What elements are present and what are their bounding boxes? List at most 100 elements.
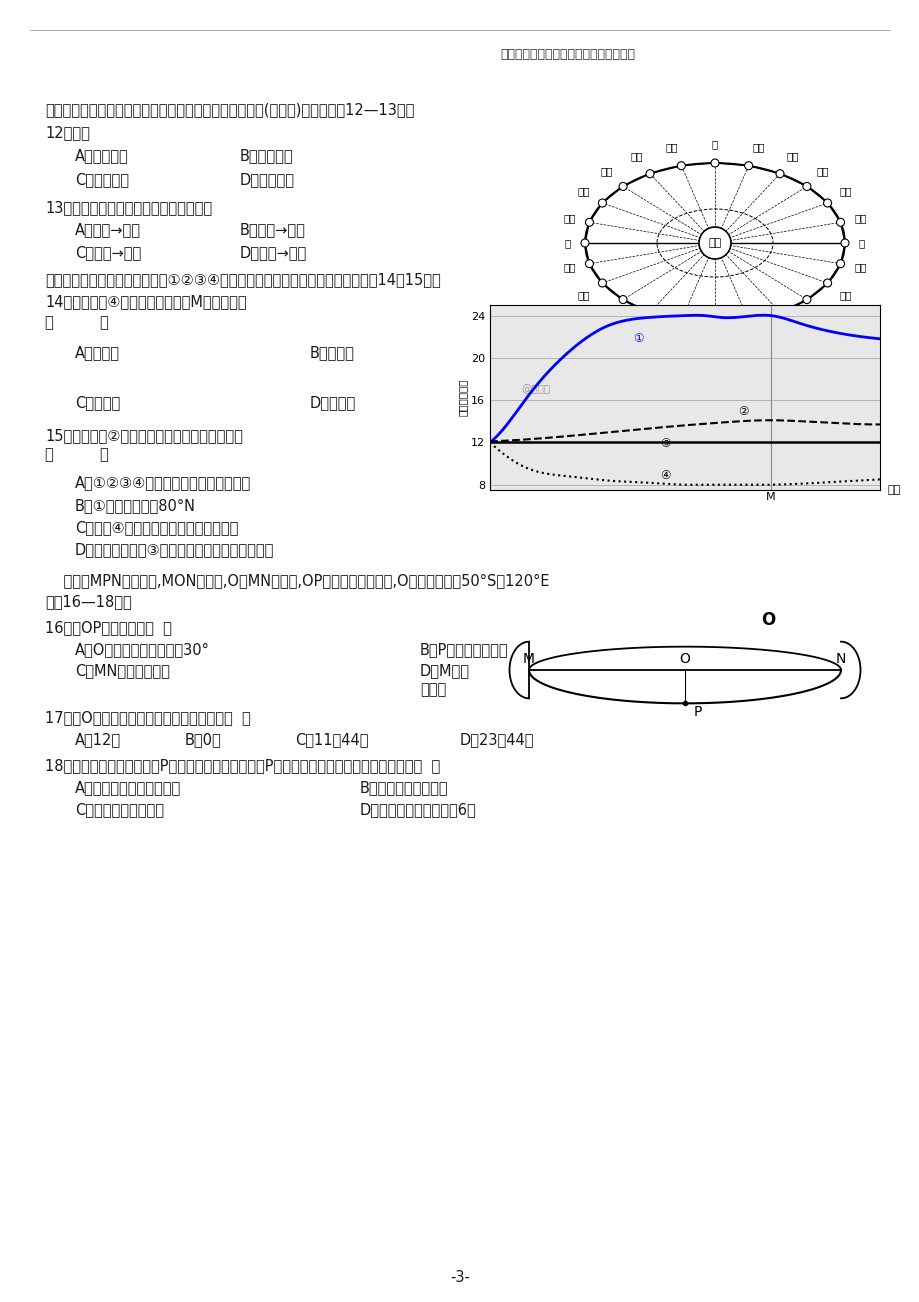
Text: B．①地点可能位于80°N: B．①地点可能位于80°N bbox=[75, 497, 196, 513]
Text: O: O bbox=[761, 611, 775, 629]
Text: 处暑: 处暑 bbox=[630, 324, 642, 335]
Text: 惊蛰: 惊蛰 bbox=[752, 142, 764, 152]
Text: 雨水: 雨水 bbox=[786, 151, 799, 161]
Text: A、寒潮、暴雪正肆虐我国: A、寒潮、暴雪正肆虐我国 bbox=[75, 780, 181, 796]
Circle shape bbox=[581, 240, 588, 247]
Circle shape bbox=[835, 219, 844, 227]
Circle shape bbox=[775, 309, 783, 316]
Circle shape bbox=[645, 309, 653, 316]
Text: B、0时: B、0时 bbox=[185, 732, 221, 747]
Text: C．丙为冬至: C．丙为冬至 bbox=[75, 172, 129, 187]
Text: A、12时: A、12时 bbox=[75, 732, 121, 747]
Text: 大雪: 大雪 bbox=[853, 262, 866, 272]
Text: D．小寒→立春: D．小寒→立春 bbox=[240, 245, 307, 260]
Text: D、23时44分: D、23时44分 bbox=[460, 732, 534, 747]
Text: 立春: 立春 bbox=[816, 167, 828, 177]
Text: -3-: -3- bbox=[449, 1269, 470, 1285]
Text: 芒种: 芒种 bbox=[562, 214, 575, 224]
Text: 13．太阳直射点在南半球且向北移动的是: 13．太阳直射点在南半球且向北移动的是 bbox=[45, 201, 212, 215]
Text: C．秋分日: C．秋分日 bbox=[75, 395, 120, 410]
Circle shape bbox=[710, 319, 719, 327]
Text: 14．假如地点④位于北半球，图中M点代表的是: 14．假如地点④位于北半球，图中M点代表的是 bbox=[45, 294, 246, 309]
Circle shape bbox=[840, 240, 848, 247]
Text: 清明: 清明 bbox=[664, 142, 677, 152]
Text: D．丁为秋分: D．丁为秋分 bbox=[240, 172, 295, 187]
Circle shape bbox=[743, 161, 752, 169]
Circle shape bbox=[645, 169, 653, 177]
Text: 白露: 白露 bbox=[664, 333, 677, 344]
Text: 丁: 丁 bbox=[711, 139, 718, 148]
Text: M: M bbox=[522, 652, 535, 667]
Circle shape bbox=[743, 316, 752, 324]
Circle shape bbox=[676, 161, 685, 169]
Text: 立夏: 立夏 bbox=[600, 167, 612, 177]
Text: @正确云: @正确云 bbox=[521, 384, 550, 393]
Text: 立秋: 立秋 bbox=[600, 310, 612, 319]
Text: 乙: 乙 bbox=[711, 337, 718, 348]
Text: M: M bbox=[766, 492, 775, 503]
Text: C．地点④在一年之中，有极昼极夜现象: C．地点④在一年之中，有极昼极夜现象 bbox=[75, 519, 238, 535]
Text: A、O点正午太阳高度角为30°: A、O点正午太阳高度角为30° bbox=[75, 642, 210, 658]
Circle shape bbox=[710, 159, 719, 167]
Text: O: O bbox=[679, 652, 689, 667]
Circle shape bbox=[597, 279, 606, 286]
Text: B、北极黄河站为极昼: B、北极黄河站为极昼 bbox=[359, 780, 448, 796]
Text: 小满: 小满 bbox=[577, 186, 590, 197]
Text: 18、随着太阳直射点的移动P的位置也在不断变化。当P点离极点最远时下列说法不可能的是（  ）: 18、随着太阳直射点的移动P的位置也在不断变化。当P点离极点最远时下列说法不可能… bbox=[45, 758, 440, 773]
Text: B、P点此时处于极昼: B、P点此时处于极昼 bbox=[420, 642, 508, 658]
Text: 寒露: 寒露 bbox=[752, 333, 764, 344]
Circle shape bbox=[823, 279, 831, 286]
Text: B．雨水→清明: B．雨水→清明 bbox=[240, 223, 305, 237]
Text: 下图表示一年中某段时间，全球①②③④四个不同地点昼长的变化规律，读图回答14～15题。: 下图表示一年中某段时间，全球①②③④四个不同地点昼长的变化规律，读图回答14～1… bbox=[45, 272, 440, 286]
Circle shape bbox=[835, 259, 844, 268]
Text: 甲: 甲 bbox=[564, 238, 571, 247]
Circle shape bbox=[597, 199, 606, 207]
Text: B．夏至日: B．夏至日 bbox=[310, 345, 355, 359]
Text: 好日出: 好日出 bbox=[420, 682, 446, 697]
Text: D．图示期间地点③的正午太阳高度先减少后增大: D．图示期间地点③的正午太阳高度先减少后增大 bbox=[75, 542, 274, 557]
Text: 日期: 日期 bbox=[887, 486, 900, 495]
Text: D．冬至日: D．冬至日 bbox=[310, 395, 356, 410]
Text: ①: ① bbox=[632, 332, 642, 345]
Circle shape bbox=[618, 296, 627, 303]
Text: 15．假如地点②位于北半球，以下说法正确的是: 15．假如地点②位于北半球，以下说法正确的是 bbox=[45, 428, 243, 443]
Text: A．春分日: A．春分日 bbox=[75, 345, 119, 359]
Text: 太阳: 太阳 bbox=[708, 238, 720, 247]
Circle shape bbox=[698, 227, 731, 259]
Text: 17、若O点此时夜长昼短则北京的地方时为（  ）: 17、若O点此时夜长昼短则北京的地方时为（ ） bbox=[45, 710, 251, 725]
Text: 12．图中: 12．图中 bbox=[45, 125, 90, 141]
Text: 小雪: 小雪 bbox=[839, 290, 851, 299]
Text: 丙: 丙 bbox=[858, 238, 864, 247]
Text: 立冬: 立冬 bbox=[816, 310, 828, 319]
Text: 下图中MPN为晨昏线,MON为纬线,O为MN的中点,OP位于同一条经线上,O点地理坐标为50°S、120°E: 下图中MPN为晨昏线,MON为纬线,O为MN的中点,OP位于同一条经线上,O点地… bbox=[45, 573, 549, 589]
Text: 小寒: 小寒 bbox=[853, 214, 866, 224]
Text: 大暑: 大暑 bbox=[577, 290, 590, 299]
Circle shape bbox=[676, 316, 685, 324]
Text: 大寒: 大寒 bbox=[839, 186, 851, 197]
Text: N: N bbox=[834, 652, 845, 667]
Text: 江西省上饶中学高二地理下学期期中试题: 江西省上饶中学高二地理下学期期中试题 bbox=[499, 48, 634, 61]
Text: C、巴西高原草木凋零: C、巴西高原草木凋零 bbox=[75, 802, 164, 816]
Text: D、M点正: D、M点正 bbox=[420, 663, 470, 678]
Circle shape bbox=[584, 219, 593, 227]
Text: C．寒露→大雪: C．寒露→大雪 bbox=[75, 245, 142, 260]
Circle shape bbox=[775, 169, 783, 177]
Y-axis label: 昼长（小时）: 昼长（小时） bbox=[458, 379, 468, 417]
Circle shape bbox=[618, 182, 627, 190]
Text: D、新德里日出为地方时6时: D、新德里日出为地方时6时 bbox=[359, 802, 476, 816]
Text: ④: ④ bbox=[660, 470, 670, 483]
Text: （          ）: （ ） bbox=[45, 315, 108, 329]
Text: （          ）: （ ） bbox=[45, 447, 108, 462]
Text: 谷雨: 谷雨 bbox=[630, 151, 642, 161]
Text: A．小暑→立秋: A．小暑→立秋 bbox=[75, 223, 141, 237]
Text: P: P bbox=[693, 704, 701, 719]
Circle shape bbox=[823, 199, 831, 207]
Text: 小暑: 小暑 bbox=[562, 262, 575, 272]
Circle shape bbox=[802, 182, 810, 190]
Text: 下图为二十四节气与地球在公转轨道上的位置关系示意图(北半球)．读图完成12—13题。: 下图为二十四节气与地球在公转轨道上的位置关系示意图(北半球)．读图完成12—13… bbox=[45, 102, 414, 117]
Text: 16、当OP距离最远时（  ）: 16、当OP距离最远时（ ） bbox=[45, 620, 172, 635]
Text: ③: ③ bbox=[660, 436, 670, 449]
Text: B．乙为夏至: B．乙为夏至 bbox=[240, 148, 293, 163]
Text: A．①②③④的纬度排序，正好从高到低: A．①②③④的纬度排序，正好从高到低 bbox=[75, 475, 251, 490]
Circle shape bbox=[584, 259, 593, 268]
